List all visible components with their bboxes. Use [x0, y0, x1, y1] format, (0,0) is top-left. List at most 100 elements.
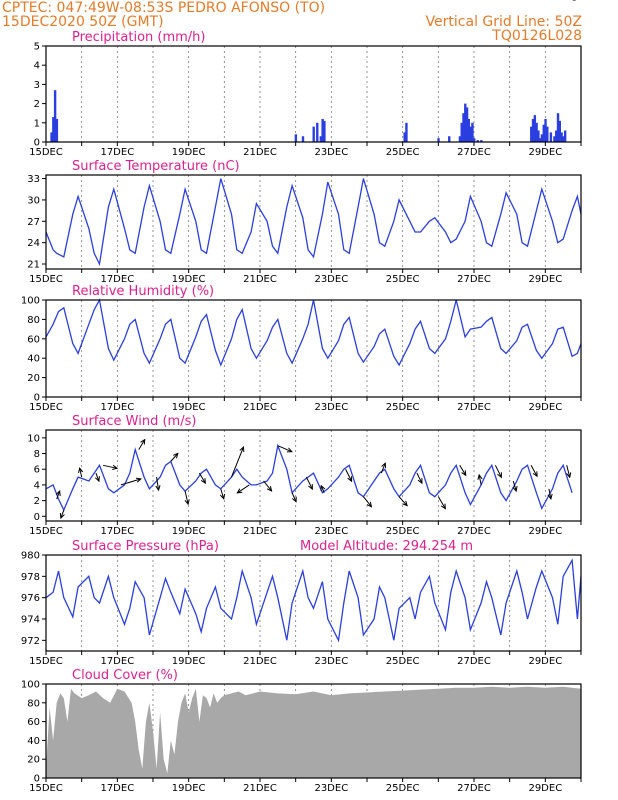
wind-arrow-head	[347, 476, 353, 483]
wind-arrow	[79, 467, 83, 478]
y-tick-label: 974	[21, 615, 40, 626]
precip-bar	[537, 130, 540, 142]
precip-bar	[542, 124, 545, 142]
precip-bar	[55, 118, 59, 142]
wind-arrow	[305, 476, 313, 490]
precip-bar	[538, 138, 542, 142]
precip-bar	[469, 126, 472, 142]
series-line	[45, 298, 582, 367]
x-tick-label: 19DEC	[172, 656, 206, 667]
model-id: TQ0126L028	[491, 28, 582, 44]
y-tick-label: 6	[34, 465, 40, 476]
wind-arrow-head	[402, 500, 408, 507]
panel-title: Surface Wind (m/s)	[72, 414, 196, 429]
y-tick-label: 0	[34, 774, 40, 785]
panel-title: Relative Humidity (%)	[72, 284, 214, 299]
wind-arrow	[156, 476, 160, 491]
precip-bar	[294, 134, 298, 142]
humidity-panel: 0 20 40 60 80 100 15DEC 17DEC 19DEC 21DEC 23DEC 25D…	[21, 284, 582, 413]
x-tick-label: 17DEC	[100, 656, 134, 667]
wind-arrow	[263, 480, 272, 492]
x-tick-label: 17DEC	[100, 274, 134, 285]
x-tick-label: 29DEC	[528, 274, 562, 285]
y-tick-label: 10	[27, 433, 40, 444]
wind-arrow	[437, 496, 446, 509]
panel-title: Precipitation (mm/h)	[72, 30, 205, 45]
y-tick-label: 100	[21, 680, 40, 691]
x-tick-label: 29DEC	[528, 402, 562, 413]
wind-arrow-head	[239, 446, 245, 453]
precip-bar	[563, 130, 567, 142]
x-tick-label: 29DEC	[528, 656, 562, 667]
precip-bar	[403, 132, 406, 142]
wind-arrow	[60, 509, 65, 519]
y-tick-label: 3	[34, 80, 40, 91]
precip-bar	[316, 122, 319, 142]
y-tick-label: 4	[34, 480, 40, 491]
y-tick-label: 100	[21, 296, 40, 307]
y-tick-label: 0	[34, 512, 40, 523]
x-tick-label: 23DEC	[314, 402, 348, 413]
wind-arrow	[277, 445, 293, 453]
x-tick-label: 15DEC	[29, 147, 63, 158]
y-tick-label: 0	[34, 138, 40, 149]
precip-bar	[533, 115, 537, 142]
x-tick-label: 19DEC	[172, 274, 206, 285]
y-tick-label: 21	[27, 260, 40, 271]
y-tick-label: 80	[27, 315, 40, 326]
wind-arrow-head	[184, 499, 190, 506]
y-tick-label: 33	[27, 174, 40, 185]
x-tick-label: 25DEC	[386, 656, 420, 667]
x-tick-label: 15DEC	[29, 656, 63, 667]
y-tick-label: 27	[27, 217, 40, 228]
x-tick-label: 15DEC	[29, 526, 63, 537]
y-tick-label: 40	[27, 354, 40, 365]
y-tick-label: 972	[21, 636, 40, 647]
wind-arrow-head	[477, 473, 483, 480]
y-tick-label: 4	[34, 61, 40, 72]
y-tick-label: 978	[21, 572, 40, 583]
wind-arrow-head	[135, 477, 143, 483]
wind-arrow	[231, 446, 244, 478]
x-tick-label: 15DEC	[29, 274, 63, 285]
x-tick-label: 19DEC	[172, 147, 206, 158]
x-tick-label: 25DEC	[386, 147, 420, 158]
x-tick-label: 15DEC	[29, 402, 63, 413]
precip-bar	[531, 118, 535, 142]
y-tick-label: 980	[21, 551, 40, 562]
precip-bar	[558, 120, 561, 142]
precip-bar	[458, 136, 462, 142]
wind-arrow	[184, 491, 189, 505]
pressure-panel: 972 974 976 978 980 15DEC 17DEC 19DEC 21DEC 23DEC…	[21, 539, 582, 667]
y-tick-label: 30	[27, 195, 40, 206]
x-tick-label: 29DEC	[528, 526, 562, 537]
x-tick-label: 17DEC	[100, 147, 134, 158]
wind-arrow	[102, 464, 118, 469]
series-line	[45, 558, 582, 643]
y-tick-label: 8	[34, 449, 40, 460]
wind-arrow	[459, 465, 467, 476]
panel-frame	[45, 683, 582, 779]
wind-arrow-head	[308, 484, 313, 491]
y-tick-label: 40	[27, 736, 40, 747]
wind-arrow-head	[291, 496, 297, 503]
wind-arrow-head	[94, 476, 100, 483]
precip-bar	[465, 107, 469, 142]
grid-line-note: Vertical Grid Line: 50Z	[426, 14, 582, 30]
x-tick-label: 25DEC	[386, 526, 420, 537]
precip-bar	[323, 120, 326, 142]
precip-bar	[535, 122, 538, 142]
precip-bar	[476, 140, 479, 142]
y-tick-label: 60	[27, 334, 40, 345]
panel-title: Cloud Cover (%)	[72, 668, 178, 683]
wind-arrow-head	[200, 478, 206, 485]
x-tick-label: 17DEC	[100, 402, 134, 413]
y-tick-label: 0	[34, 393, 40, 404]
x-tick-label: 25DEC	[386, 783, 420, 794]
wind-arrow-head	[512, 485, 518, 493]
wind-arrow-head	[59, 512, 65, 520]
x-tick-label: 21DEC	[243, 526, 277, 537]
panel-title: Surface Pressure (hPa)	[72, 539, 219, 554]
x-tick-label: 23DEC	[314, 656, 348, 667]
